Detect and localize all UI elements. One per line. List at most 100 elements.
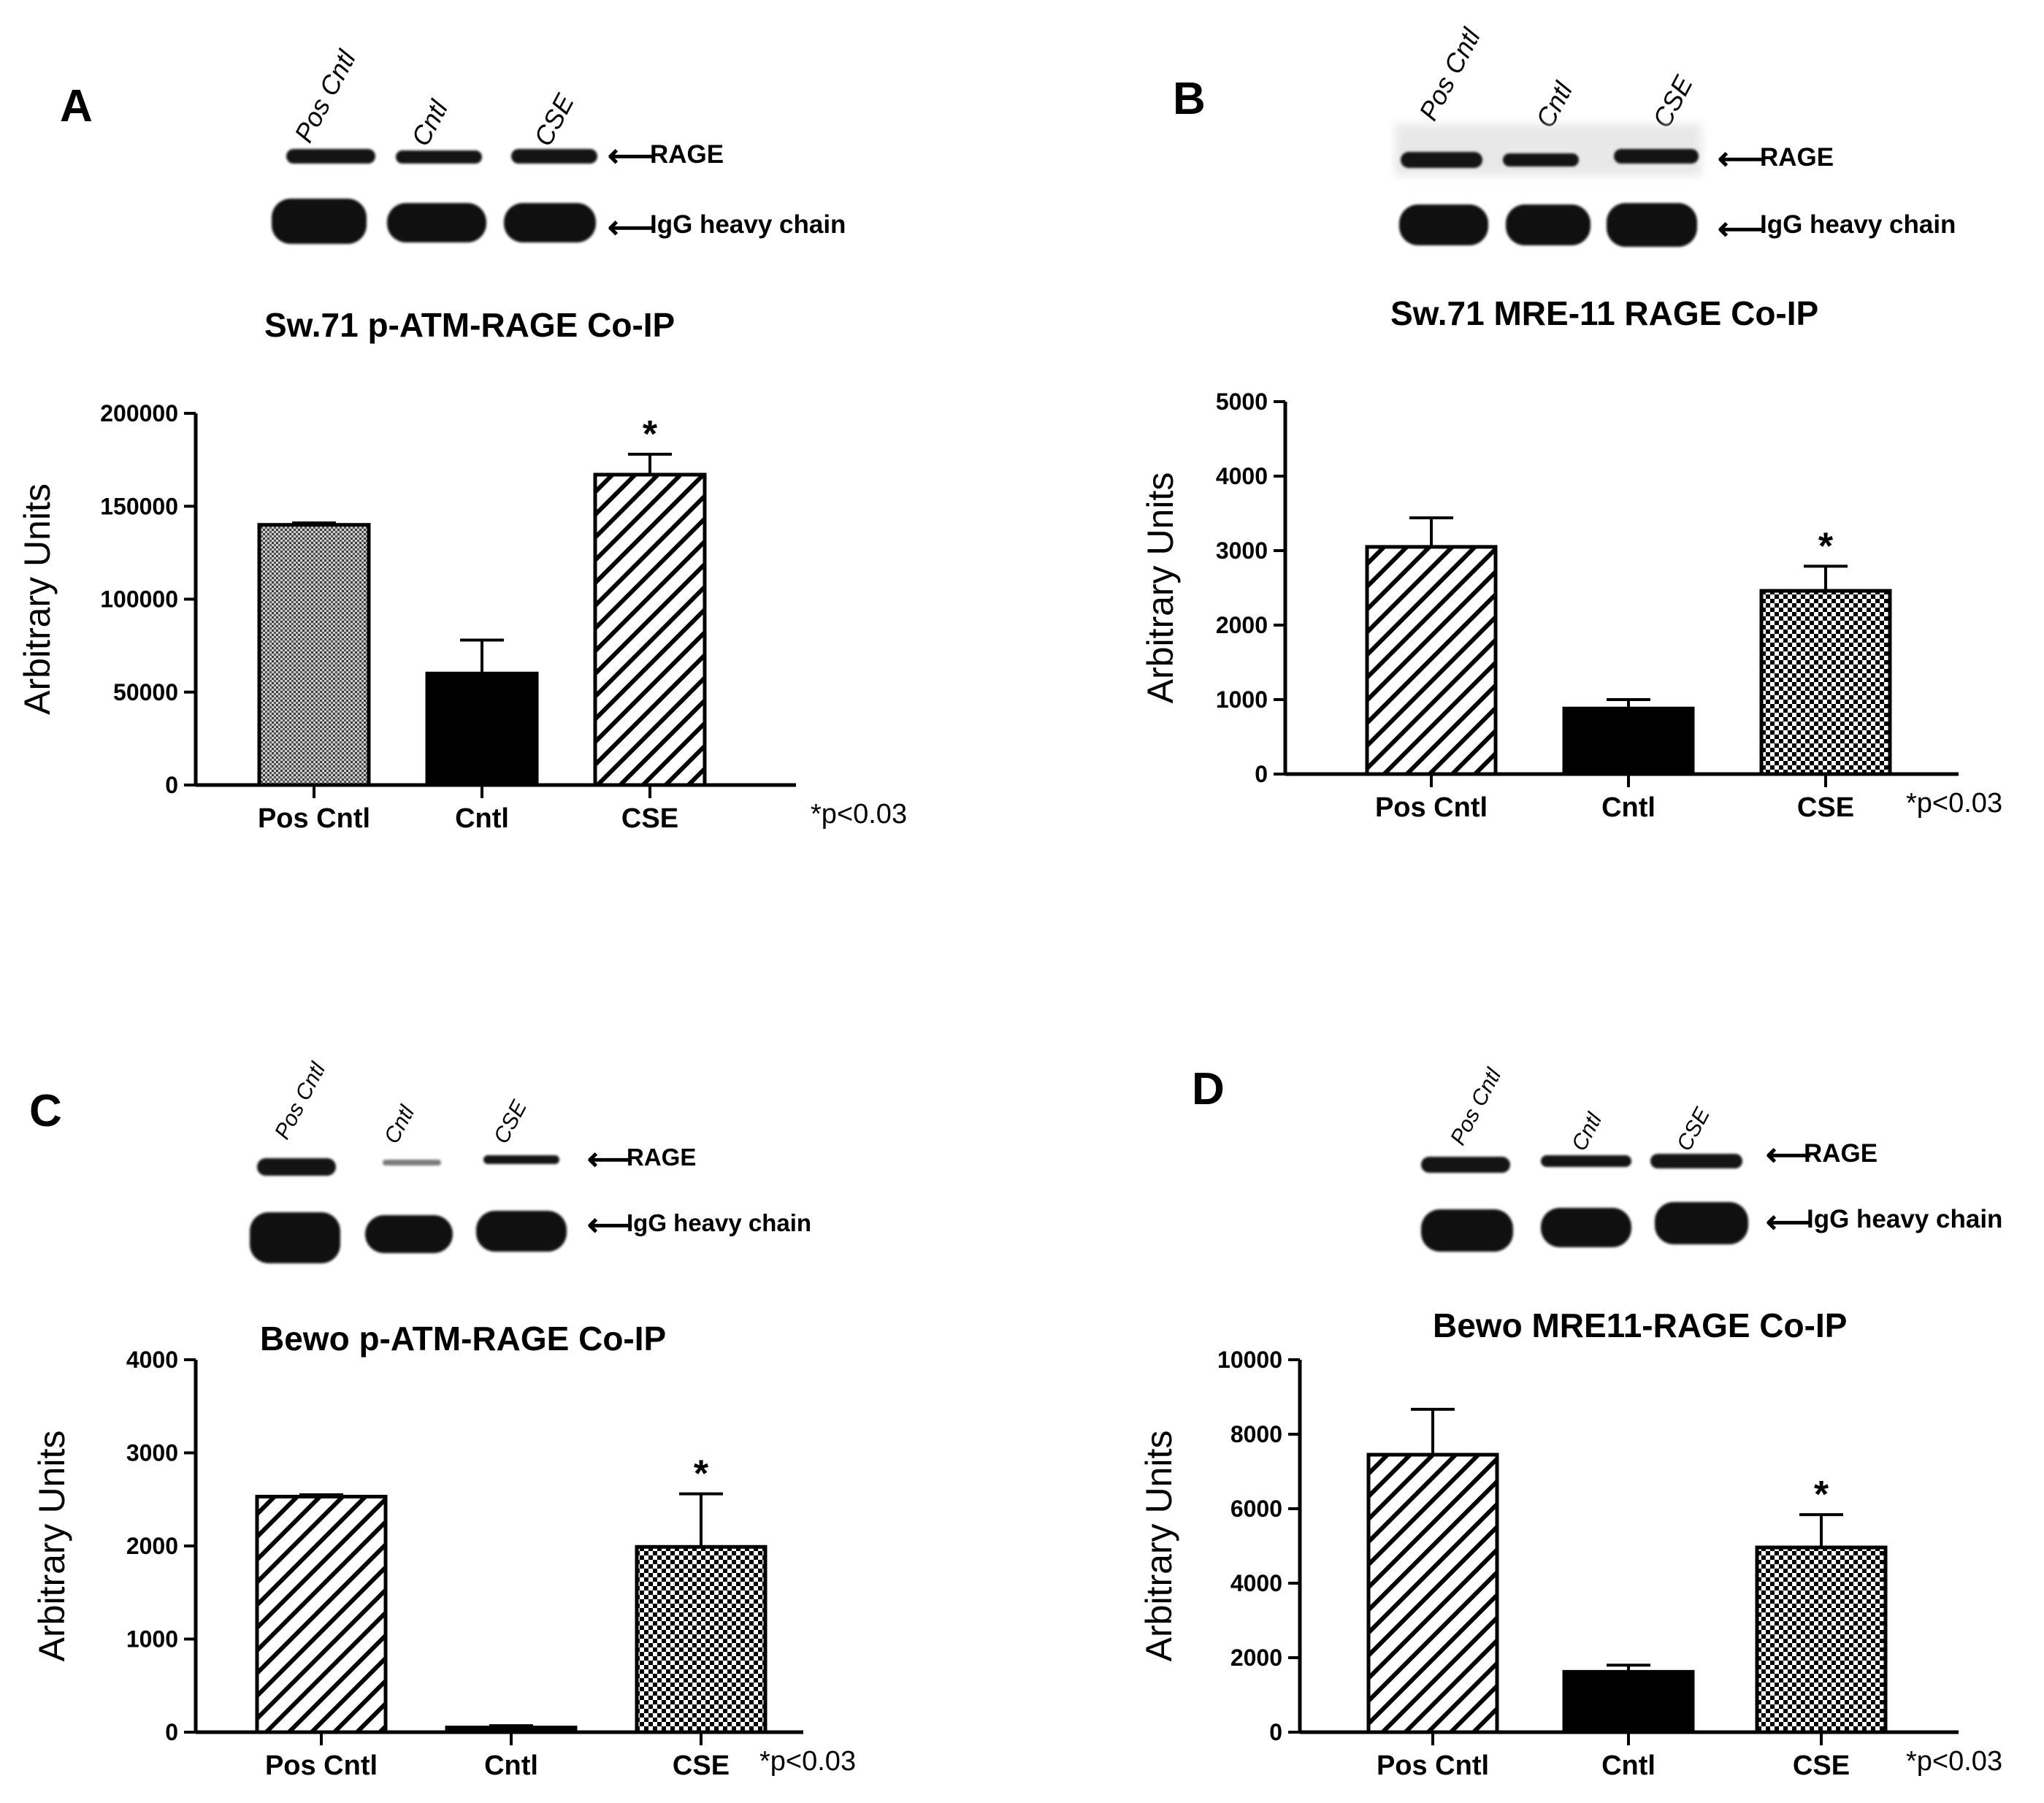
x-tick-label: Cntl [484, 1750, 538, 1781]
blot-band-igg-cse [504, 203, 596, 242]
blot-label-rage: RAGE [650, 140, 724, 169]
x-tick-label: CSE [1797, 792, 1854, 823]
blot-band-igg-cntl [365, 1215, 453, 1253]
bar [1366, 1452, 1499, 1734]
y-axis-label: Arbitrary Units [31, 1431, 72, 1662]
blot-band-rage-cntl [1541, 1155, 1631, 1167]
bar-chart-a: Arbitrary Units 0 50000 100000 150000 200000 P… [17, 400, 907, 834]
chart-title-a: Sw.71 p-ATM-RAGE Co-IP [264, 306, 675, 344]
lane-label-cntl: Cntl [379, 1101, 420, 1148]
p-value-footnote: *p<0.03 [811, 799, 907, 830]
blot-band-rage-cse [1614, 149, 1699, 164]
bar [1562, 1669, 1695, 1734]
p-value-footnote: *p<0.03 [1906, 788, 2002, 819]
arrow-left-icon: ⟵ [608, 210, 654, 245]
blot-band-igg-pos-cntl [1421, 1209, 1513, 1252]
lane-label-pos-cntl: Pos Cntl [288, 45, 361, 148]
blot-label-igg: IgG heavy chain [1807, 1205, 2003, 1233]
arrow-left-icon: ⟵ [1718, 211, 1764, 247]
blot-band-igg-cntl [1541, 1208, 1631, 1247]
x-tick-label: Pos Cntl [265, 1750, 378, 1781]
y-tick-label: 50000 [113, 679, 178, 705]
arrow-left-icon: ⟵ [1718, 141, 1764, 177]
y-tick-label: 8000 [1230, 1421, 1282, 1447]
x-tick-label: Cntl [1601, 792, 1656, 823]
lane-label-pos-cntl: Pos Cntl [269, 1058, 331, 1144]
bar [1562, 706, 1695, 776]
x-tick-label: Pos Cntl [1377, 1750, 1489, 1781]
x-tick-label: CSE [673, 1750, 730, 1781]
panel-letter-c: C [29, 1086, 62, 1136]
y-tick-label: 5000 [1216, 388, 1268, 415]
significance-star: * [694, 1453, 709, 1496]
significance-star: * [1818, 525, 1834, 567]
bar [593, 472, 707, 787]
blot-band-igg-cntl [1506, 204, 1591, 245]
y-tick-label: 3000 [1216, 537, 1268, 564]
blot-label-igg: IgG heavy chain [1760, 210, 1956, 239]
y-axis-label: Arbitrary Units [1138, 1431, 1179, 1662]
y-tick-label: 0 [165, 772, 178, 798]
lane-label-cse: CSE [489, 1096, 532, 1148]
y-axis-label: Arbitrary Units [1140, 472, 1181, 704]
blot-band-rage-cntl [396, 150, 482, 164]
blot-band-igg-pos-cntl [250, 1212, 340, 1263]
chart-title-b: Sw.71 MRE-11 RAGE Co-IP [1390, 294, 1819, 332]
bar [255, 1494, 388, 1734]
blot-label-igg: IgG heavy chain [650, 210, 846, 239]
x-tick-label: CSE [1793, 1750, 1850, 1781]
y-tick-label: 6000 [1230, 1496, 1282, 1522]
blot-label-igg: IgG heavy chain [627, 1209, 812, 1236]
y-tick-label: 100000 [100, 586, 178, 613]
y-tick-label: 1000 [126, 1626, 178, 1653]
blot-band-rage-cntl [1503, 153, 1579, 166]
y-tick-label: 0 [165, 1719, 178, 1745]
y-tick-label: 3000 [126, 1440, 178, 1466]
blot-band-igg-cse [1655, 1202, 1748, 1244]
y-tick-label: 200000 [100, 400, 178, 426]
panel-letter-d: D [1192, 1064, 1225, 1114]
blot-band-rage-cse [483, 1155, 559, 1164]
lane-label-cntl: Cntl [405, 95, 454, 151]
lane-label-pos-cntl: Pos Cntl [1445, 1064, 1507, 1149]
blot-band-igg-pos-cntl [1399, 204, 1488, 245]
blot-band-igg-cntl [387, 203, 486, 242]
panel-letter-b: B [1173, 74, 1206, 124]
x-tick-label: Cntl [455, 803, 509, 834]
arrow-left-icon: ⟵ [608, 138, 654, 174]
lane-label-pos-cntl: Pos Cntl [1412, 23, 1486, 126]
y-tick-label: 150000 [100, 493, 178, 519]
y-tick-label: 4000 [1216, 463, 1268, 489]
blot-band-rage-pos-cntl [257, 1158, 336, 1176]
x-tick-label: Pos Cntl [258, 803, 370, 834]
x-tick-label: Pos Cntl [1375, 792, 1488, 823]
y-tick-label: 0 [1255, 761, 1268, 787]
blot-label-rage: RAGE [1760, 143, 1834, 172]
blot-band-igg-cse [476, 1211, 567, 1252]
y-tick-label: 1000 [1216, 686, 1268, 713]
bar [635, 1544, 768, 1734]
bar-chart-c: Arbitrary Units 0 1000 2000 3000 4000 Pos Cntl… [31, 1347, 856, 1781]
blot-band-igg-cse [1607, 203, 1697, 247]
y-tick-label: 2000 [1216, 612, 1268, 638]
bar [1755, 1545, 1888, 1734]
arrow-left-icon: ⟵ [1766, 1137, 1813, 1173]
y-axis-label: Arbitrary Units [17, 483, 58, 715]
bar [1365, 545, 1498, 776]
blot-band-rage-cse [511, 149, 597, 164]
y-tick-label: 4000 [126, 1347, 178, 1373]
blot-band-rage-pos-cntl [1421, 1157, 1510, 1173]
p-value-footnote: *p<0.03 [759, 1746, 856, 1777]
chart-title-d: Bewo MRE11-RAGE Co-IP [1433, 1306, 1848, 1344]
blot-label-rage: RAGE [627, 1144, 697, 1171]
bar [425, 671, 539, 787]
blot-band-rage-cntl [383, 1160, 441, 1165]
y-tick-label: 2000 [1230, 1645, 1282, 1671]
bar-chart-d: Arbitrary Units 0 2000 4000 6000 8000 10000 Pos… [1138, 1347, 2002, 1781]
blot-band-igg-pos-cntl [272, 199, 367, 244]
lane-label-cse: CSE [1672, 1103, 1715, 1155]
lane-label-cse: CSE [527, 88, 580, 151]
blot-band-rage-pos-cntl [286, 149, 375, 164]
bar-chart-b: Arbitrary Units 0 1000 2000 3000 4000 5000 Pos … [1140, 388, 2002, 823]
blot-band-rage-cse [1650, 1154, 1742, 1168]
